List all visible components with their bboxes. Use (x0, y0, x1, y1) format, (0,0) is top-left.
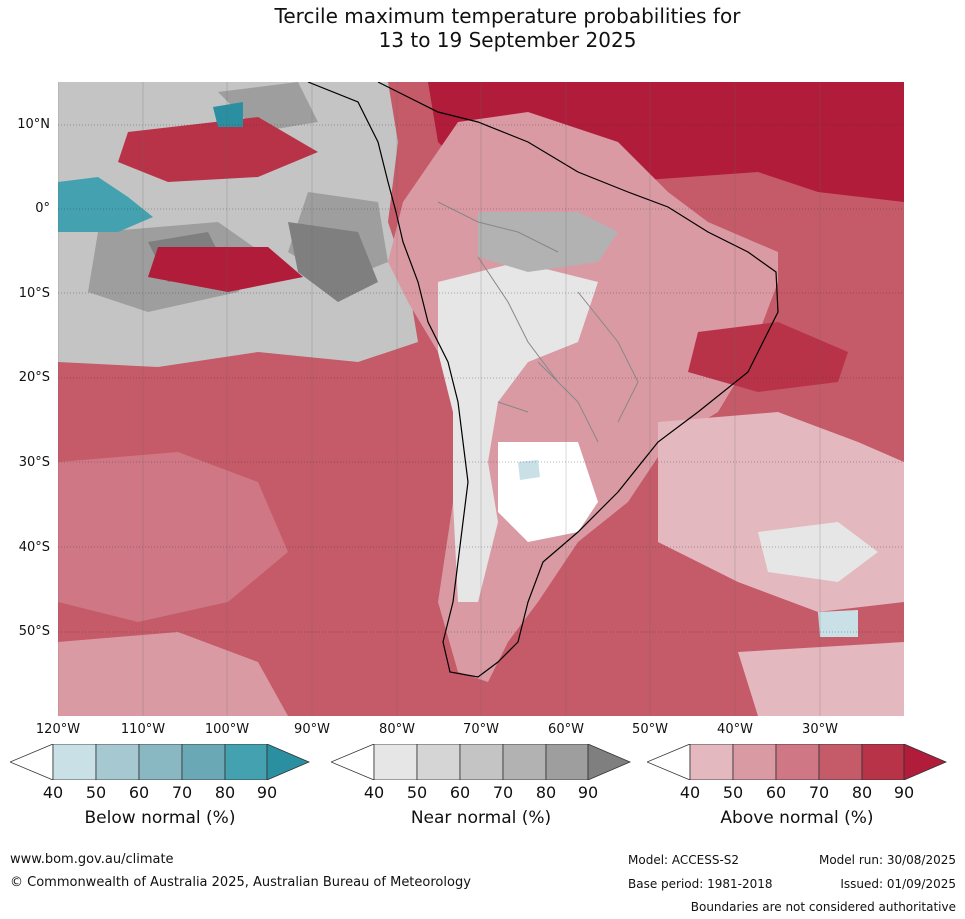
colorbar-above (647, 744, 947, 780)
south-america-coastline (307, 82, 779, 678)
below-normal-patch-1 (58, 177, 153, 232)
cbar-near-seg-4 (502, 744, 547, 780)
near-tick-60: 60 (449, 783, 471, 802)
cbar-below-seg-4 (181, 744, 226, 780)
lon-label-90w: 90°W (294, 722, 330, 737)
near-tick-80: 80 (535, 783, 557, 802)
lon-label-50w: 50°W (632, 722, 668, 737)
below-tick-80: 80 (214, 783, 236, 802)
continent-near-normal-core (438, 262, 598, 602)
colorbar-near (331, 744, 631, 780)
colorbar-below (10, 744, 310, 780)
cbar-below-seg-2 (95, 744, 140, 780)
above-tick-90: 90 (893, 783, 915, 802)
lon-label-40w: 40°W (717, 722, 753, 737)
near-tick-40: 40 (363, 783, 385, 802)
below-tick-60: 60 (128, 783, 150, 802)
model-run-text: Model run: 30/08/2025 (818, 853, 956, 867)
continent-north-grey (478, 212, 618, 272)
continent-below-normal-spot (518, 460, 540, 480)
near-tick-70: 70 (492, 783, 514, 802)
above-normal-lighter-south-pacific (58, 632, 288, 716)
cbar-below-arrow-right (266, 744, 310, 780)
cbar-below-arrow-left (10, 744, 54, 780)
atlantic-dark-red-zone (688, 322, 848, 392)
above-tick-40: 40 (679, 783, 701, 802)
cbar-near-seg-5 (545, 744, 589, 780)
lat-label-0: 0° (35, 201, 50, 216)
cbar-near-arrow-right (587, 744, 631, 780)
lat-label-10n: 10°N (17, 117, 50, 132)
title-line-2: 13 to 19 September 2025 (378, 28, 637, 52)
model-text: Model: ACCESS-S2 (628, 853, 740, 867)
lon-label-70w: 70°W (463, 722, 499, 737)
lon-label-30w: 30°W (802, 722, 838, 737)
lat-label-10s: 10°S (18, 286, 50, 301)
near-tick-90: 90 (577, 783, 599, 802)
cbar-above-seg-5 (861, 744, 905, 780)
above-tick-80: 80 (851, 783, 873, 802)
atlantic-southern-pale-blue (818, 610, 858, 637)
cbar-above-arrow-right (903, 744, 947, 780)
copyright-text: © Commonwealth of Australia 2025, Austra… (10, 875, 471, 890)
cbar-above-arrow-left (647, 744, 691, 780)
above-tick-50: 50 (722, 783, 744, 802)
lon-label-100w: 100°W (204, 722, 250, 737)
below-tick-50: 50 (85, 783, 107, 802)
lat-label-50s: 50°S (18, 624, 50, 639)
above-tick-70: 70 (808, 783, 830, 802)
cbar-near-seg-3 (459, 744, 504, 780)
lat-label-20s: 20°S (18, 370, 50, 385)
atlantic-southern-light (738, 642, 904, 716)
lon-label-80w: 80°W (379, 722, 415, 737)
cbar-near-arrow-left (331, 744, 375, 780)
disclaimer-text: Boundaries are not considered authoritat… (690, 900, 956, 914)
lon-label-110w: 110°W (120, 722, 166, 737)
colorbar-below-label: Below normal (%) (84, 808, 236, 828)
colorbar-near-label: Near normal (%) (410, 808, 552, 828)
country-borders (437, 201, 639, 443)
above-normal-light-south-pacific (58, 452, 288, 622)
below-tick-90: 90 (256, 783, 278, 802)
below-normal-patch-2 (213, 102, 243, 127)
below-tick-40: 40 (42, 783, 64, 802)
lat-label-30s: 30°S (18, 455, 50, 470)
cbar-below-seg-1 (52, 744, 97, 780)
below-tick-70: 70 (171, 783, 193, 802)
cbar-below-seg-5 (224, 744, 268, 780)
issued-text: Issued: 01/09/2025 (840, 877, 956, 891)
cbar-above-seg-3 (775, 744, 820, 780)
cbar-near-seg-1 (373, 744, 418, 780)
above-tick-60: 60 (765, 783, 787, 802)
probability-map (58, 82, 904, 716)
title-line-1: Tercile maximum temperature probabilitie… (274, 4, 741, 28)
website-link[interactable]: www.bom.gov.au/climate (10, 852, 174, 867)
base-period-text: Base period: 1981-2018 (628, 877, 773, 891)
lon-label-60w: 60°W (548, 722, 584, 737)
above-normal-streak-1 (118, 117, 318, 182)
map-title: Tercile maximum temperature probabilitie… (0, 4, 965, 52)
colorbar-above-label: Above normal (%) (720, 808, 874, 828)
cbar-above-seg-4 (818, 744, 863, 780)
cbar-above-seg-1 (689, 744, 734, 780)
lat-label-40s: 40°S (18, 540, 50, 555)
near-normal-darker-patches (148, 222, 378, 302)
cbar-below-seg-3 (138, 744, 183, 780)
cbar-near-seg-2 (416, 744, 461, 780)
above-normal-streak-2 (148, 247, 303, 292)
gridlines-lon (58, 82, 821, 716)
lon-label-120w: 120°W (35, 722, 81, 737)
near-tick-50: 50 (406, 783, 428, 802)
atlantic-white-zone (758, 522, 878, 582)
cbar-above-seg-2 (732, 744, 777, 780)
